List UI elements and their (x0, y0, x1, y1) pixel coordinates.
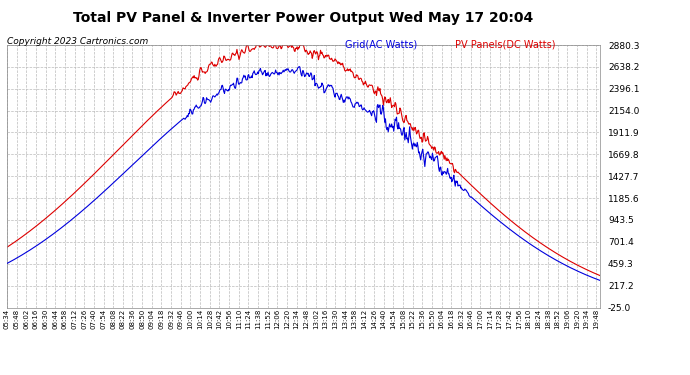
Text: PV Panels(DC Watts): PV Panels(DC Watts) (455, 39, 556, 50)
Text: Grid(AC Watts): Grid(AC Watts) (345, 39, 417, 50)
Text: Copyright 2023 Cartronics.com: Copyright 2023 Cartronics.com (7, 38, 148, 46)
Text: Total PV Panel & Inverter Power Output Wed May 17 20:04: Total PV Panel & Inverter Power Output W… (73, 11, 534, 25)
